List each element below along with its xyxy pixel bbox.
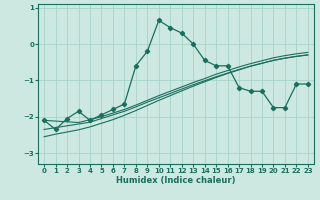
X-axis label: Humidex (Indice chaleur): Humidex (Indice chaleur) <box>116 176 236 185</box>
